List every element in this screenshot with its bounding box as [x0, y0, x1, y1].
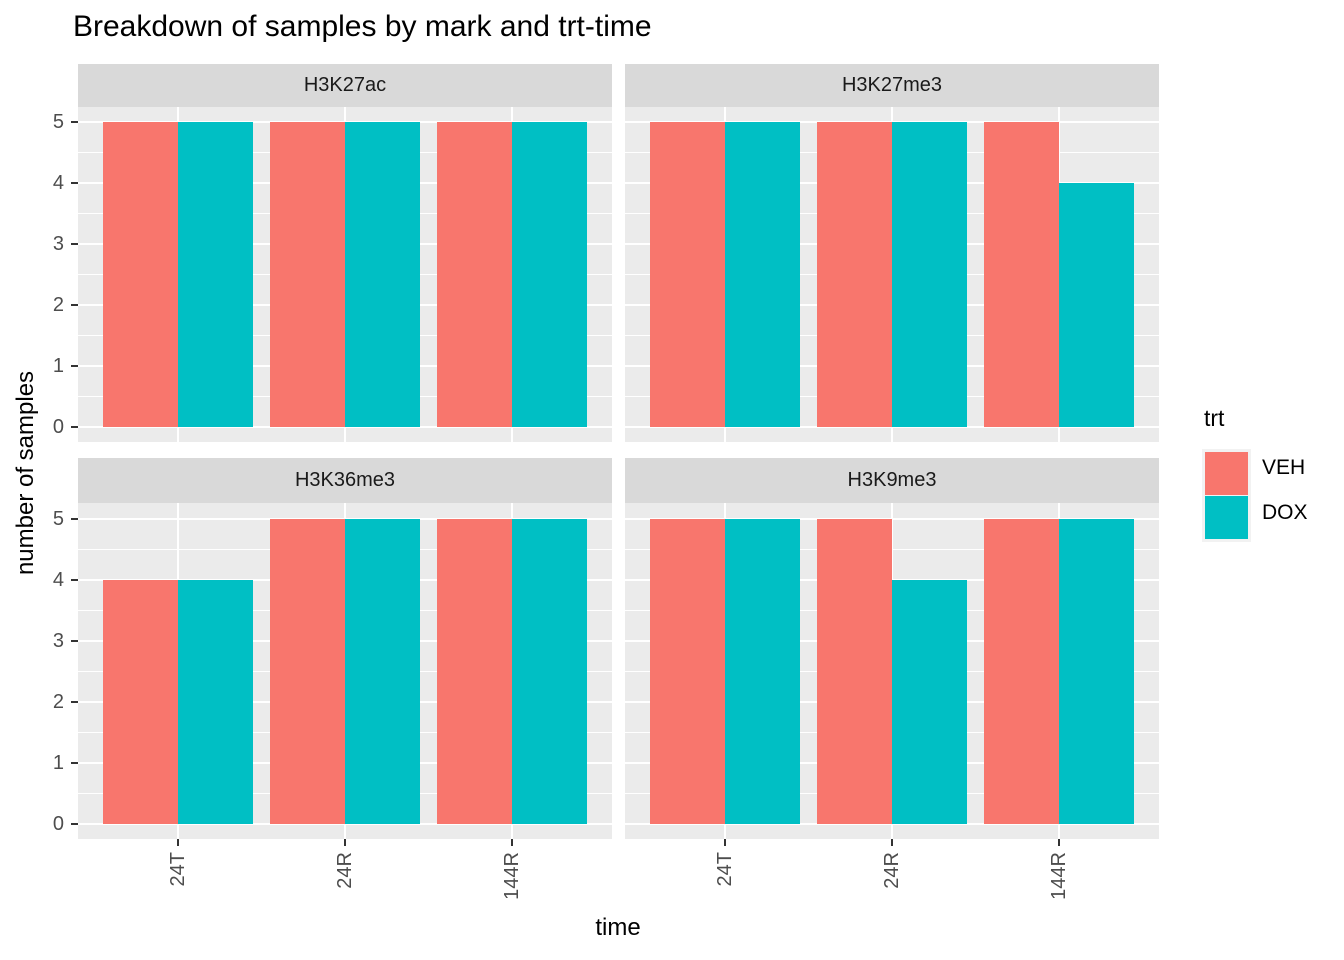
gridline-major: [78, 822, 612, 825]
bar-H3K27me3-144R-DOX: [1059, 182, 1134, 427]
y-axis-tick: [71, 242, 78, 245]
bar-H3K27me3-24R-DOX: [892, 121, 967, 427]
gridline-major: [78, 425, 612, 428]
facet-panel-h3k27ac: [78, 107, 612, 442]
x-tick-label: 24T: [714, 852, 736, 887]
bar-H3K36me3-24T-VEH: [103, 579, 178, 824]
legend: trt VEH DOX: [1202, 405, 1308, 542]
y-axis-tick: [71, 517, 78, 520]
y-axis-tick: [71, 181, 78, 184]
bar-H3K9me3-144R-VEH: [984, 518, 1059, 824]
facet-panel-h3k9me3: [625, 503, 1159, 839]
y-tick-label: 0: [52, 415, 64, 438]
y-tick-label: 0: [52, 812, 64, 835]
facet-strip-label: H3K36me3: [294, 469, 396, 491]
bar-H3K9me3-144R-DOX: [1059, 518, 1134, 824]
facet-strip-label: H3K9me3: [847, 469, 937, 491]
y-tick-label: 5: [52, 110, 64, 133]
bar-H3K27me3-24T-DOX: [725, 121, 800, 427]
x-axis-tick: [177, 839, 179, 846]
x-axis-tick: [724, 839, 726, 846]
facet-strip-label: H3K27ac: [303, 74, 387, 96]
x-tick-label: 24R: [334, 852, 356, 889]
facet-panel-h3k36me3: [78, 503, 612, 839]
bar-H3K36me3-24R-VEH: [270, 518, 345, 824]
bar-H3K27ac-24T-DOX: [178, 121, 253, 427]
y-axis-tick: [71, 364, 78, 367]
x-axis-tick: [1058, 839, 1060, 846]
facet-strip-h3k27ac: H3K27ac: [78, 64, 612, 107]
bar-H3K27ac-24R-DOX: [345, 121, 420, 427]
y-tick-label: 3: [52, 629, 64, 652]
legend-swatch-veh: [1205, 452, 1248, 495]
gridline-major: [625, 517, 1159, 520]
bar-H3K27ac-24T-VEH: [103, 121, 178, 427]
y-tick-label: 1: [52, 354, 64, 377]
facet-strip-h3k36me3: H3K36me3: [78, 458, 612, 503]
bar-H3K36me3-24R-DOX: [345, 518, 420, 824]
bar-H3K27ac-144R-VEH: [437, 121, 512, 427]
x-axis-tick: [344, 839, 346, 846]
gridline-major: [625, 822, 1159, 825]
y-axis-tick: [71, 700, 78, 703]
x-tick-label: 24T: [167, 852, 189, 887]
legend-label-veh: VEH: [1262, 455, 1306, 479]
y-axis-tick: [71, 425, 78, 428]
bar-H3K9me3-24R-DOX: [892, 579, 967, 824]
bar-H3K9me3-24R-VEH: [817, 518, 892, 824]
legend-title: trt: [1204, 405, 1225, 431]
legend-label-dox: DOX: [1262, 500, 1308, 524]
x-axis-tick: [511, 839, 513, 846]
facet-strip-h3k27me3: H3K27me3: [625, 64, 1159, 107]
x-axis-title: time: [595, 914, 641, 941]
y-tick-label: 5: [52, 507, 64, 530]
bar-H3K36me3-24T-DOX: [178, 579, 253, 824]
bar-H3K27me3-144R-VEH: [984, 121, 1059, 427]
y-axis-tick: [71, 120, 78, 123]
legend-keys: [1202, 449, 1251, 542]
facet-strip-label: H3K27me3: [841, 74, 943, 96]
y-axis-tick: [71, 822, 78, 825]
facet-strip-h3k9me3: H3K9me3: [625, 458, 1159, 503]
x-axis-tick: [891, 839, 893, 846]
y-tick-label: 4: [52, 568, 64, 591]
x-tick-label: 24R: [881, 852, 903, 889]
y-axis-title: number of samples: [12, 370, 39, 576]
y-axis-tick: [71, 639, 78, 642]
y-tick-label: 2: [52, 293, 64, 316]
bar-H3K27me3-24T-VEH: [650, 121, 725, 427]
y-tick-label: 4: [52, 171, 64, 194]
bar-H3K27ac-144R-DOX: [512, 121, 587, 427]
x-tick-label: 144R: [501, 852, 523, 900]
facet-panel-h3k27me3: [625, 107, 1159, 442]
legend-labels: VEH DOX: [1262, 445, 1308, 535]
y-tick-label: 2: [52, 690, 64, 713]
y-axis-tick: [71, 303, 78, 306]
plot-title: Breakdown of samples by mark and trt-tim…: [73, 10, 652, 43]
y-tick-label: 3: [52, 232, 64, 255]
bar-H3K27me3-24R-VEH: [817, 121, 892, 427]
bar-H3K27ac-24R-VEH: [270, 121, 345, 427]
y-axis-tick: [71, 578, 78, 581]
y-axis-tick: [71, 761, 78, 764]
bar-H3K9me3-24T-DOX: [725, 518, 800, 824]
legend-swatch-dox: [1205, 496, 1248, 539]
gridline-major: [625, 425, 1159, 428]
bar-H3K36me3-144R-DOX: [512, 518, 587, 824]
bar-H3K36me3-144R-VEH: [437, 518, 512, 824]
y-tick-label: 1: [52, 751, 64, 774]
gridline-minor: [625, 548, 1159, 550]
bar-H3K9me3-24T-VEH: [650, 518, 725, 824]
x-tick-label: 144R: [1048, 852, 1070, 900]
